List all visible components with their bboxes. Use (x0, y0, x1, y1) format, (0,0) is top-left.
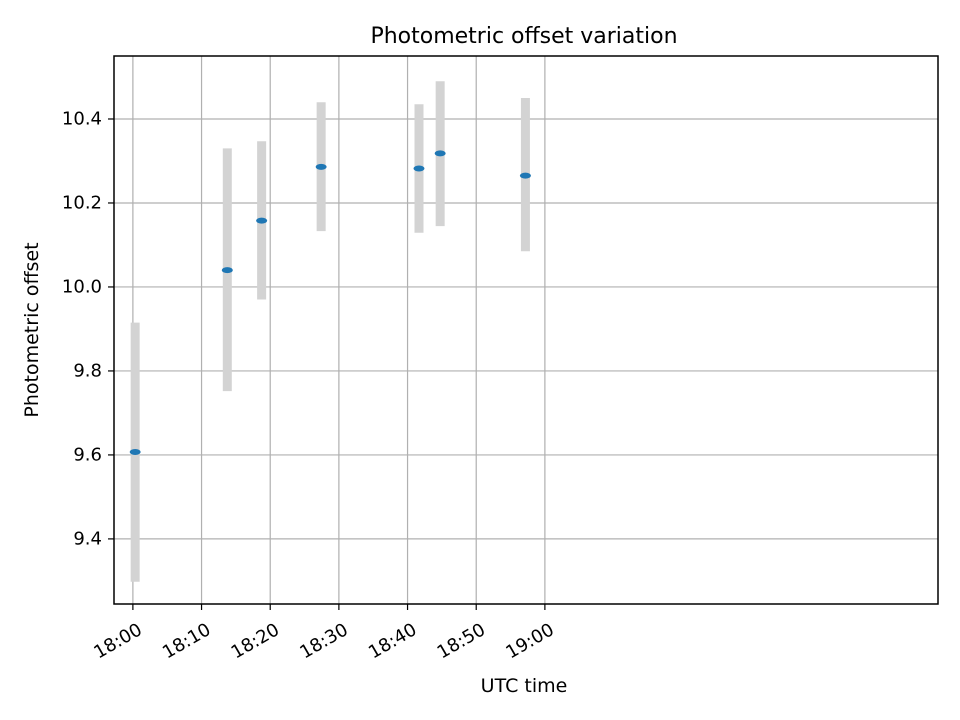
y-tick-label: 9.8 (73, 360, 102, 381)
data-point (519, 172, 531, 179)
data-point (434, 150, 446, 157)
data-point (315, 163, 327, 170)
y-tick-label: 10.0 (62, 276, 102, 297)
y-tick-label: 10.2 (62, 192, 102, 213)
chart-title: Photometric offset variation (370, 24, 677, 49)
data-point (129, 448, 141, 455)
y-axis-label: Photometric offset (21, 242, 43, 417)
data-point (413, 165, 425, 172)
data-points (129, 150, 531, 455)
y-tick-label: 9.4 (73, 528, 102, 549)
data-point (221, 267, 233, 274)
plot-frame (113, 55, 939, 605)
data-point (256, 217, 268, 224)
y-tick-label: 10.4 (62, 108, 102, 129)
y-tick-label: 9.6 (73, 444, 102, 465)
x-axis-label: UTC time (481, 675, 568, 697)
